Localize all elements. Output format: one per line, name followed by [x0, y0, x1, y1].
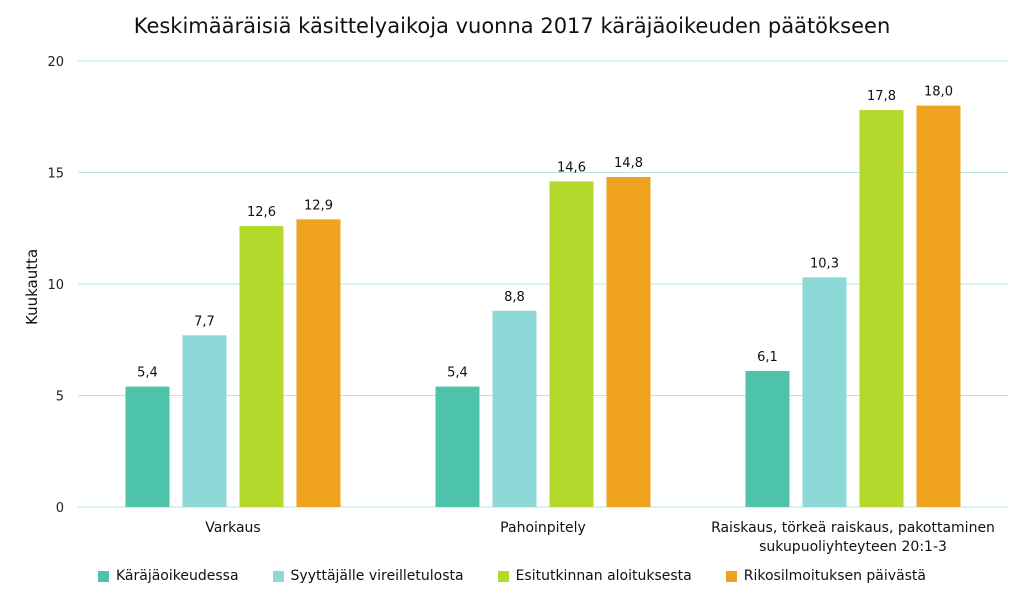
bar	[125, 386, 170, 507]
data-label: 5,4	[447, 366, 468, 381]
legend: Käräjäoikeudessa Syyttäjälle vireilletul…	[0, 568, 1024, 584]
data-label: 10,3	[810, 256, 839, 271]
legend-label: Rikosilmoituksen päivästä	[743, 568, 927, 584]
bar	[296, 219, 341, 507]
x-tick-label: Raiskaus, törkeä raiskaus, pakottaminen	[711, 520, 995, 536]
bar	[802, 277, 847, 507]
data-label: 18,0	[924, 85, 953, 100]
bar	[745, 370, 790, 507]
data-label: 14,6	[557, 160, 586, 175]
y-tick-label: 20	[47, 55, 64, 70]
bar	[859, 110, 904, 507]
bar	[549, 181, 594, 508]
legend-swatch	[272, 570, 284, 582]
data-label: 17,8	[867, 89, 896, 104]
data-label: 12,6	[247, 205, 276, 220]
data-label: 14,8	[614, 156, 643, 171]
legend-item: Syyttäjälle vireilletulosta	[272, 568, 464, 584]
data-label: 7,7	[194, 314, 215, 329]
legend-label: Syyttäjälle vireilletulosta	[290, 568, 464, 584]
y-tick-label: 5	[56, 390, 64, 405]
legend-swatch	[725, 570, 737, 582]
legend-item: Esitutkinnan aloituksesta	[497, 568, 692, 584]
bar	[606, 176, 651, 507]
legend-swatch	[97, 570, 109, 582]
legend-label: Käräjäoikeudessa	[115, 568, 239, 584]
x-tick-label: Varkaus	[205, 520, 260, 536]
bar	[916, 105, 961, 507]
legend-swatch	[497, 570, 509, 582]
bar	[239, 226, 284, 507]
data-label: 6,1	[757, 350, 778, 365]
y-tick-label: 15	[47, 167, 64, 182]
legend-label: Esitutkinnan aloituksesta	[515, 568, 692, 584]
x-tick-label: Pahoinpitely	[500, 520, 586, 536]
legend-item: Rikosilmoituksen päivästä	[725, 568, 927, 584]
x-tick-label: sukupuoliyhteyteen 20:1-3	[759, 539, 947, 555]
chart-title: Keskimääräisiä käsittelyaikoja vuonna 20…	[133, 14, 891, 38]
data-label: 5,4	[137, 366, 158, 381]
data-label: 8,8	[504, 290, 525, 305]
bar	[182, 335, 227, 507]
legend-item: Käräjäoikeudessa	[97, 568, 239, 584]
y-tick-label: 0	[56, 501, 64, 516]
y-tick-label: 10	[47, 278, 64, 293]
data-label: 12,9	[304, 198, 333, 213]
bar	[435, 386, 480, 507]
bar	[492, 310, 537, 507]
